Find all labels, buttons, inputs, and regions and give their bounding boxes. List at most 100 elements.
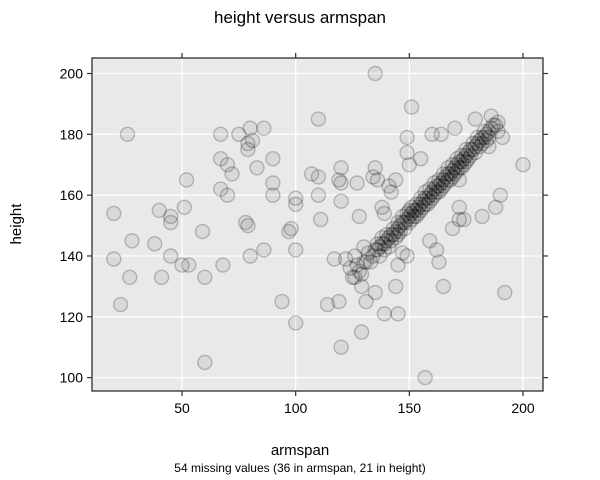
data-point [356,254,372,270]
data-point [460,150,477,167]
y-tick-label: 180 [60,126,84,142]
data-point [442,166,458,182]
data-point [465,141,481,158]
data-point [399,211,415,228]
data-point [313,211,329,228]
data-point [417,369,433,386]
data-point [124,233,140,249]
data-point [397,214,413,231]
data-point [219,156,236,173]
x-axis-label: armspan [271,442,329,459]
data-point [426,181,442,197]
data-point [333,193,349,209]
data-point [381,239,397,255]
data-point [451,211,467,228]
data-point [383,226,399,243]
data-point [240,135,256,152]
data-point [342,260,358,276]
data-point [365,169,381,185]
data-point [478,132,495,149]
data-point [424,126,440,143]
data-point [406,202,422,219]
data-point [410,199,427,216]
data-point [428,178,445,194]
data-point [215,257,231,273]
data-point [274,293,290,310]
data-point [333,160,349,176]
data-point [476,123,493,140]
data-point [515,156,531,173]
data-point [447,166,463,182]
data-point [469,129,486,146]
data-point [390,226,406,243]
data-point [376,205,392,222]
data-point [444,156,461,173]
data-point [333,175,349,191]
data-point [331,172,347,188]
data-point [119,126,136,143]
data-point [212,181,229,197]
data-point [288,196,304,213]
data-point [390,220,406,237]
data-point [349,257,365,273]
data-point [197,354,213,371]
data-point [237,214,254,231]
data-point [490,114,506,130]
x-tick-label: 150 [398,400,422,416]
data-point [356,239,372,255]
data-point [424,190,440,206]
data-point [428,184,445,200]
data-point [444,220,461,237]
data-point [369,242,386,258]
data-point [106,205,122,222]
data-point [488,199,504,216]
data-point [365,248,381,264]
data-point [358,254,374,270]
data-point [483,120,499,136]
data-point [265,150,281,167]
data-point [403,99,420,115]
data-point [401,202,417,219]
data-point [476,129,493,146]
data-point [388,278,404,295]
data-point [212,150,229,167]
data-point [219,187,236,203]
data-point [408,196,424,213]
data-point [146,236,163,252]
data-point [483,108,499,124]
data-point [367,65,383,82]
data-point [181,257,197,273]
data-point [383,184,399,200]
data-point [178,172,195,188]
data-point [162,248,179,264]
y-axis-label: height [8,203,25,245]
data-point [451,153,467,170]
data-point [303,166,320,182]
data-point [422,181,438,197]
data-point [431,254,447,270]
data-point [472,138,488,155]
data-point [376,236,392,252]
data-point [372,248,388,264]
data-point [351,208,367,225]
data-point [433,126,449,143]
data-point [447,160,463,176]
data-point [485,117,502,133]
data-point [453,153,470,170]
data-point [422,187,438,203]
data-point [442,172,458,188]
data-point [449,163,465,179]
data-point [390,257,406,273]
data-point [212,126,229,143]
data-point [403,205,420,222]
data-point [288,315,304,331]
data-point [265,175,281,191]
data-point [256,120,272,136]
data-point [310,187,327,203]
data-point [344,269,361,285]
x-tick-label: 50 [174,400,190,416]
data-point [288,190,304,206]
data-point [338,251,354,267]
data-point [494,129,511,146]
